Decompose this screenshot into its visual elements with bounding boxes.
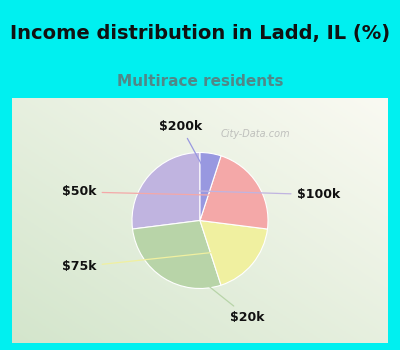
Text: Multirace residents: Multirace residents	[117, 75, 283, 89]
Wedge shape	[200, 153, 221, 220]
Text: $20k: $20k	[177, 261, 265, 323]
Wedge shape	[200, 156, 268, 229]
Text: $200k: $200k	[159, 120, 206, 173]
Wedge shape	[200, 220, 268, 285]
Text: City-Data.com: City-Data.com	[221, 129, 290, 139]
Text: $50k: $50k	[62, 186, 236, 198]
Wedge shape	[132, 153, 200, 229]
Text: $75k: $75k	[62, 250, 233, 273]
Text: Income distribution in Ladd, IL (%): Income distribution in Ladd, IL (%)	[10, 24, 390, 43]
Wedge shape	[132, 220, 221, 288]
Text: $100k: $100k	[168, 188, 340, 201]
